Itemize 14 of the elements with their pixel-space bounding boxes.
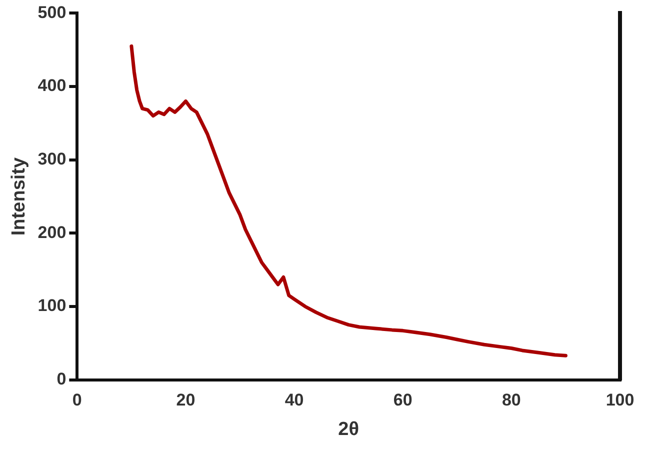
y-tick-label: 500 <box>38 2 66 22</box>
y-tick-label: 200 <box>38 222 66 242</box>
y-tick-label: 300 <box>38 150 66 169</box>
y-tick-label: 400 <box>38 76 66 96</box>
x-tick-label: 100 <box>606 390 634 410</box>
x-axis-title: 2θ <box>338 418 360 440</box>
x-tick-label: 60 <box>393 390 412 410</box>
x-tick-label: 40 <box>284 390 304 410</box>
y-tick-label: 0 <box>56 369 66 388</box>
x-tick-label: 0 <box>72 390 82 410</box>
y-axis-title: Intensity <box>8 157 30 236</box>
x-tick-label: 80 <box>502 390 521 410</box>
x-tick-label: 20 <box>176 390 196 410</box>
y-tick-label: 100 <box>38 296 66 316</box>
